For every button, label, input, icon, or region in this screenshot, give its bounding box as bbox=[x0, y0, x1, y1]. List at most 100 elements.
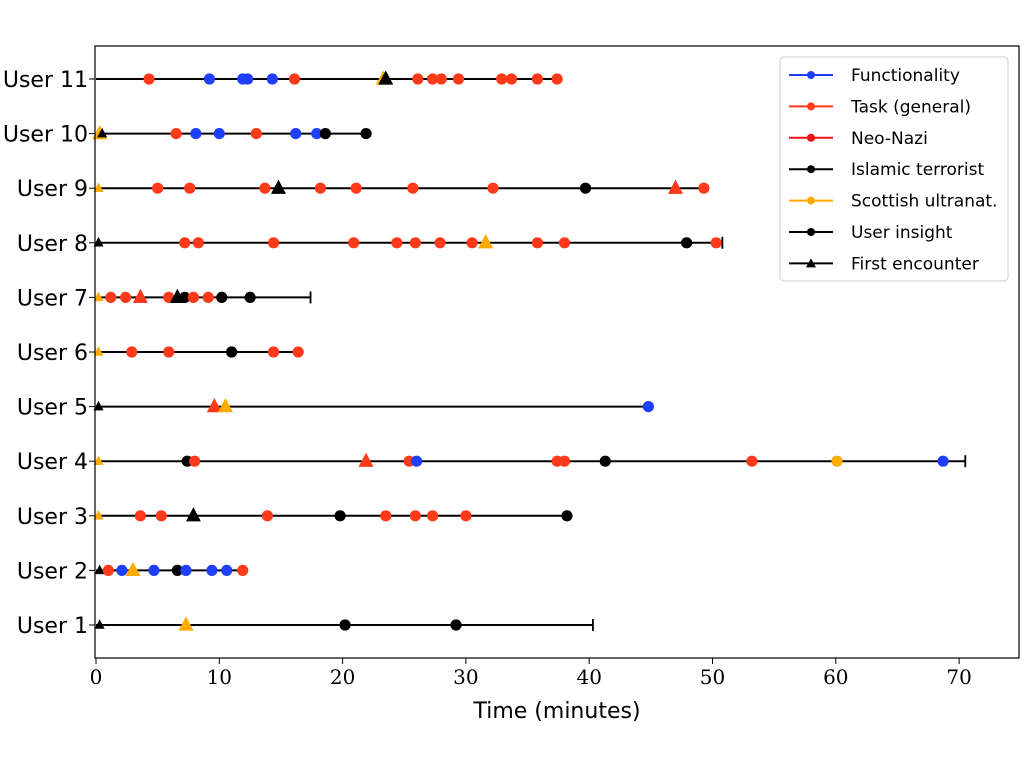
encounter-marker bbox=[217, 397, 233, 413]
event-marker bbox=[339, 619, 351, 631]
event-marker bbox=[360, 128, 372, 140]
encounter-marker bbox=[94, 619, 105, 629]
event-marker bbox=[409, 237, 421, 249]
event-marker bbox=[710, 237, 722, 249]
encounter-marker bbox=[94, 564, 105, 575]
x-tick-label: 70 bbox=[946, 665, 971, 689]
encounter-marker bbox=[478, 234, 494, 249]
event-marker bbox=[244, 291, 256, 303]
event-marker bbox=[558, 237, 571, 249]
legend-marker bbox=[807, 102, 815, 111]
encounter-marker bbox=[358, 452, 374, 467]
event-marker bbox=[579, 182, 592, 194]
encounter-marker bbox=[93, 182, 104, 192]
user-row bbox=[94, 561, 249, 577]
x-tick-label: 60 bbox=[823, 665, 848, 689]
event-marker bbox=[184, 182, 196, 194]
event-marker bbox=[202, 291, 214, 303]
event-marker bbox=[266, 73, 278, 85]
legend-marker bbox=[807, 71, 815, 79]
legend-item: Neo-Nazi bbox=[789, 129, 928, 149]
event-marker bbox=[531, 237, 544, 249]
legend-items: Functionality Task (general) Neo-Nazi Islam… bbox=[789, 66, 997, 274]
legend-label: User insight bbox=[851, 223, 953, 243]
encounter-marker bbox=[93, 400, 104, 411]
legend-item: Scottish ultranat. bbox=[789, 192, 997, 212]
event-marker bbox=[242, 73, 254, 85]
x-tick-label: 10 bbox=[207, 665, 232, 689]
event-marker bbox=[203, 73, 216, 85]
event-marker bbox=[746, 455, 758, 467]
encounter-marker bbox=[206, 397, 222, 413]
event-marker bbox=[558, 455, 571, 467]
legend-marker bbox=[807, 196, 815, 205]
event-marker bbox=[189, 455, 201, 467]
event-marker bbox=[466, 237, 478, 249]
encounter-marker bbox=[185, 507, 201, 522]
event-marker bbox=[452, 73, 465, 85]
encounter-marker bbox=[93, 510, 104, 520]
legend-label: First encounter bbox=[851, 254, 979, 274]
event-marker bbox=[450, 619, 462, 631]
legend-marker bbox=[807, 228, 815, 236]
event-marker bbox=[698, 182, 710, 194]
user-row bbox=[96, 70, 563, 85]
event-marker bbox=[314, 182, 327, 194]
legend-frame bbox=[779, 56, 1009, 282]
legend-item: Task (general) bbox=[789, 97, 971, 117]
event-marker bbox=[259, 182, 271, 194]
event-marker bbox=[311, 128, 323, 140]
legend-item: First encounter bbox=[789, 254, 979, 274]
y-tick-label: User 1 bbox=[17, 614, 88, 639]
event-marker bbox=[319, 128, 331, 140]
x-axis-title: Time (minutes) bbox=[472, 699, 640, 724]
encounter-marker bbox=[93, 291, 104, 302]
event-marker bbox=[105, 291, 117, 303]
event-marker bbox=[427, 510, 439, 522]
event-marker bbox=[288, 73, 301, 85]
event-marker bbox=[409, 510, 421, 522]
event-marker bbox=[155, 510, 167, 522]
event-marker bbox=[831, 455, 843, 467]
event-marker bbox=[937, 455, 949, 467]
encounter-marker bbox=[93, 346, 104, 356]
event-marker bbox=[561, 510, 573, 522]
event-marker bbox=[180, 564, 192, 577]
plot-layer bbox=[92, 70, 967, 631]
event-marker bbox=[505, 73, 518, 85]
y-tick-label: User 10 bbox=[3, 123, 88, 148]
y-tick-label: User 3 bbox=[17, 505, 88, 530]
y-tick-label: User 8 bbox=[17, 232, 88, 257]
event-marker bbox=[213, 128, 225, 140]
event-marker bbox=[163, 346, 175, 358]
event-marker bbox=[460, 510, 472, 522]
event-marker bbox=[171, 564, 183, 577]
legend-label: Task (general) bbox=[850, 97, 971, 117]
user-row bbox=[94, 616, 594, 631]
encounter-marker bbox=[93, 455, 104, 465]
axis-layer: User 1 User 2 User 3 User 4 User 5 User 6 User… bbox=[3, 68, 972, 689]
encounter-marker bbox=[132, 288, 148, 304]
event-marker bbox=[170, 128, 182, 140]
encounter-marker bbox=[378, 70, 394, 85]
y-tick-label: User 11 bbox=[3, 68, 88, 93]
x-tick-label: 20 bbox=[330, 665, 355, 689]
y-tick-label: User 9 bbox=[17, 177, 88, 202]
y-tick-label: User 7 bbox=[17, 286, 88, 311]
x-tick-label: 40 bbox=[576, 665, 601, 689]
y-tick-label: User 5 bbox=[17, 396, 88, 421]
event-marker bbox=[216, 291, 228, 303]
event-marker bbox=[119, 291, 132, 303]
user-row bbox=[93, 346, 304, 358]
event-marker bbox=[261, 510, 273, 522]
event-marker bbox=[221, 564, 233, 577]
event-marker bbox=[143, 73, 155, 85]
user-row bbox=[93, 288, 312, 304]
user-row bbox=[93, 452, 967, 468]
event-marker bbox=[206, 564, 218, 577]
event-marker bbox=[187, 291, 200, 303]
legend-item: Functionality bbox=[789, 66, 960, 86]
event-marker bbox=[531, 73, 544, 85]
event-marker bbox=[407, 182, 419, 194]
